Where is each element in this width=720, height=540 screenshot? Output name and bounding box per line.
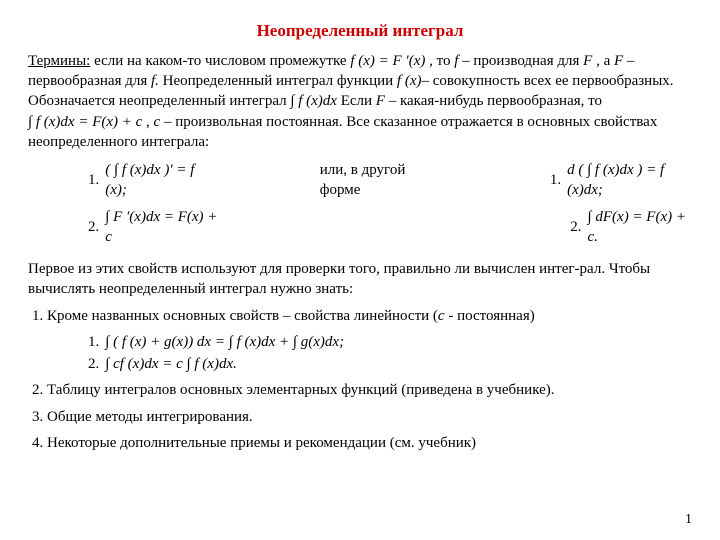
formula-linearity-1: 1. ∫ ( f (x) + g(x)) dx = ∫ f (x)dx + ∫ … — [88, 332, 692, 352]
var-fx: f (x) — [397, 73, 422, 89]
formula-L2: 2. ∫ F ′(x)dx = F(x) + c — [88, 207, 219, 248]
list-item-4: 4. Некоторые дополнительные приемы и рек… — [32, 433, 692, 453]
formula-body: ∫ cf (x)dx = c ∫ f (x)dx. — [105, 354, 237, 374]
formula-body: ∫ dF(x) = F(x) + c. — [588, 207, 692, 248]
formula-number: 1. — [88, 332, 99, 352]
text: – какая-нибудь первообразная, то — [385, 93, 602, 109]
formula-L1: 1. ( ∫ f (x)dx )′ = f (x); — [88, 160, 210, 201]
formula-number: 2. — [88, 217, 99, 237]
text: – производная для — [458, 53, 583, 69]
formula-number: 2. — [570, 217, 581, 237]
formula-number: 1. — [88, 170, 99, 190]
formula-inline-1: f (x) = F ′(x) — [350, 53, 425, 69]
formula-body: ( ∫ f (x)dx )′ = f (x); — [105, 160, 209, 201]
text: , а — [592, 53, 614, 69]
text: , — [142, 114, 153, 130]
or-text: или, в другой форме — [320, 160, 440, 201]
formula-body: d ( ∫ f (x)dx ) = f (x)dx; — [567, 160, 692, 201]
formula-number: 2. — [88, 354, 99, 374]
text: 1. Кроме названных основных свойств – св… — [32, 308, 438, 324]
formula-inline-3: ∫ f (x)dx = F(x) + c — [28, 114, 142, 130]
terms-label: Термины: — [28, 53, 90, 69]
list-item-1: 1. Кроме названных основных свойств – св… — [32, 306, 692, 326]
list-item-2: 2. Таблицу интегралов основных элементар… — [32, 380, 692, 400]
formula-linearity-2: 2. ∫ cf (x)dx = c ∫ f (x)dx. — [88, 354, 692, 374]
page-title: Неопределенный интеграл — [28, 20, 692, 43]
text: - постоянная) — [445, 308, 535, 324]
paragraph-check: Первое из этих свойств используют для пр… — [28, 259, 692, 300]
paragraph-1: Термины: если на каком-то числовом проме… — [28, 51, 692, 152]
formula-body: ∫ F ′(x)dx = F(x) + c — [105, 207, 219, 248]
text: , то — [425, 53, 454, 69]
var-F: F — [376, 93, 385, 109]
formula-inline-2: ∫ f (x)dx — [290, 93, 337, 109]
text: Если — [341, 93, 376, 109]
page-number: 1 — [685, 511, 692, 530]
list-item-3: 3. Общие методы интегрирования. — [32, 407, 692, 427]
text: Неопределенный интеграл функции — [159, 73, 397, 89]
text: если на каком-то числовом промежутке — [90, 53, 350, 69]
formula-pair-1: 1. ( ∫ f (x)dx )′ = f (x); или, в другой… — [28, 158, 692, 203]
formula-R1: 1. d ( ∫ f (x)dx ) = f (x)dx; — [550, 160, 692, 201]
formula-R2: 2. ∫ dF(x) = F(x) + c. — [570, 207, 692, 248]
formula-number: 1. — [550, 170, 561, 190]
var-F: F — [614, 53, 623, 69]
var-F: F — [583, 53, 592, 69]
formula-pair-2: 2. ∫ F ′(x)dx = F(x) + c 2. ∫ dF(x) = F(… — [28, 205, 692, 250]
var-f: f. — [151, 73, 159, 89]
var-c: c — [438, 308, 445, 324]
formula-body: ∫ ( f (x) + g(x)) dx = ∫ f (x)dx + ∫ g(x… — [105, 332, 344, 352]
